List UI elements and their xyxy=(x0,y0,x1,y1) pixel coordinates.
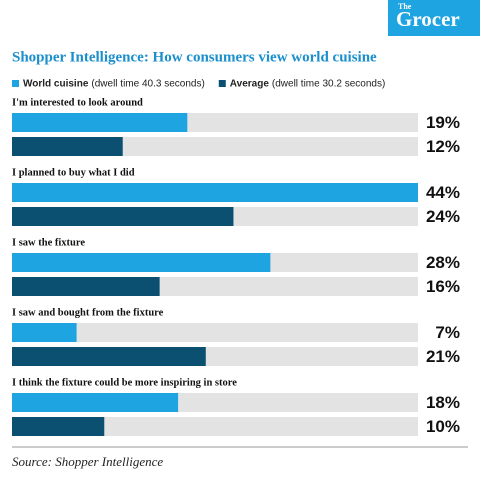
chart-title: Shopper Intelligence: How consumers view… xyxy=(12,49,377,65)
bar xyxy=(12,207,234,226)
legend-swatch xyxy=(218,80,226,87)
value-label: 12% xyxy=(426,137,460,156)
logo-box xyxy=(388,0,480,36)
legend-detail: (dwell time 30.2 seconds) xyxy=(272,79,385,90)
legend-label: Average xyxy=(230,79,270,90)
value-label: 21% xyxy=(426,347,460,366)
category-label: I saw the fixture xyxy=(12,237,85,248)
bar xyxy=(12,137,123,156)
bar xyxy=(12,253,271,272)
category-label: I'm interested to look around xyxy=(12,97,143,108)
value-label: 16% xyxy=(426,277,460,296)
bar xyxy=(12,277,160,296)
category-label: I planned to buy what I did xyxy=(12,167,135,178)
bar xyxy=(12,347,206,366)
bar xyxy=(12,183,418,202)
bar xyxy=(12,393,179,412)
source: Source: Shopper Intelligence xyxy=(12,454,163,469)
legend-label: World cuisine xyxy=(23,79,89,90)
legend-detail: (dwell time 40.3 seconds) xyxy=(91,79,204,90)
value-label: 7% xyxy=(435,323,460,342)
bar-track xyxy=(12,323,418,342)
bar-track xyxy=(12,417,418,436)
bar xyxy=(12,417,105,436)
category-label: I think the fixture could be more inspir… xyxy=(12,377,237,388)
value-label: 28% xyxy=(426,253,460,272)
value-label: 10% xyxy=(426,417,460,436)
category-label: I saw and bought from the fixture xyxy=(12,307,164,318)
logo-main: Grocer xyxy=(396,7,460,31)
value-label: 18% xyxy=(426,393,460,412)
value-label: 44% xyxy=(426,183,460,202)
legend-swatch xyxy=(12,80,19,87)
value-label: 19% xyxy=(426,113,460,132)
bar xyxy=(12,323,77,342)
logo-small: The xyxy=(398,2,412,11)
bar xyxy=(12,113,188,132)
value-label: 24% xyxy=(426,207,460,226)
